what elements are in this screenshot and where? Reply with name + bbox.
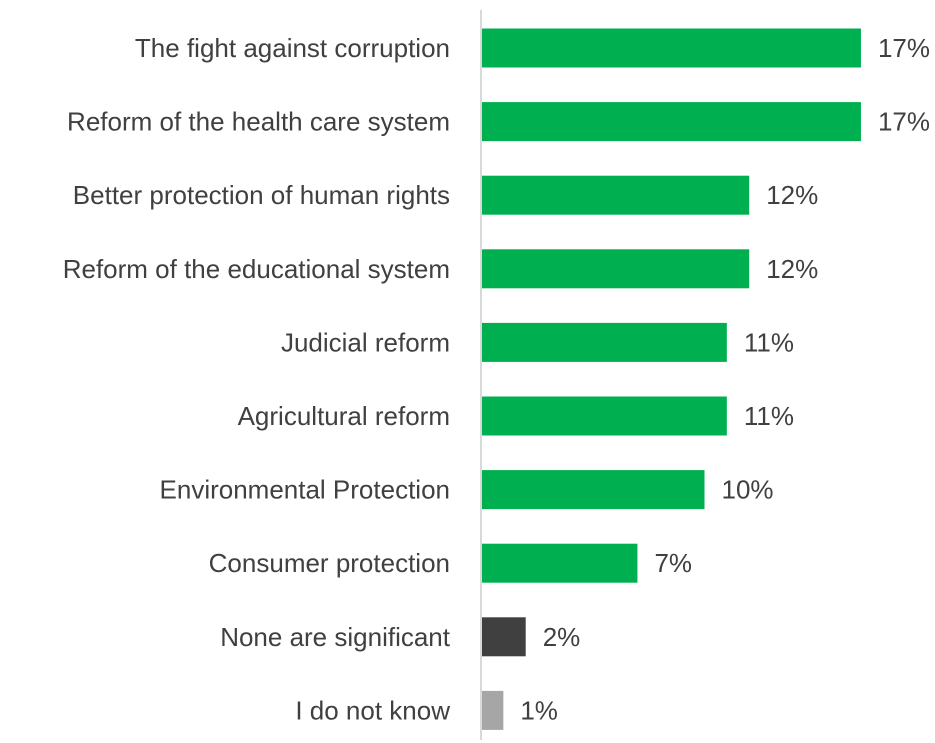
labels-layer: The fight against corruption 17% Reform of… (63, 33, 930, 725)
bar-4 (481, 249, 750, 289)
category-label: Environmental Protection (160, 475, 450, 505)
bar-6 (481, 396, 727, 436)
bar-7 (481, 470, 705, 510)
value-label: 10% (722, 475, 774, 505)
value-label: 12% (766, 254, 818, 284)
category-label: Consumer protection (209, 548, 450, 578)
category-label: Better protection of human rights (73, 180, 450, 210)
value-label: 1% (520, 695, 558, 725)
category-label: Agricultural reform (238, 401, 450, 431)
value-label: 17% (878, 33, 930, 63)
category-label: Reform of the health care system (67, 107, 450, 137)
bar-9 (481, 617, 526, 657)
bar-10 (481, 690, 504, 730)
category-label: The fight against corruption (135, 33, 450, 63)
bars-layer (481, 28, 861, 730)
bar-2 (481, 102, 861, 142)
bar-5 (481, 322, 727, 362)
value-label: 11% (744, 327, 794, 357)
value-label: 2% (543, 622, 581, 652)
category-label: Reform of the educational system (63, 254, 450, 284)
category-label: I do not know (295, 695, 450, 725)
value-label: 11% (744, 401, 794, 431)
value-label: 7% (654, 548, 692, 578)
bar-3 (481, 175, 750, 215)
category-label: None are significant (220, 622, 451, 652)
value-label: 17% (878, 107, 930, 137)
category-label: Judicial reform (281, 327, 450, 357)
bar-8 (481, 543, 638, 583)
bar-1 (481, 28, 861, 68)
value-label: 12% (766, 180, 818, 210)
